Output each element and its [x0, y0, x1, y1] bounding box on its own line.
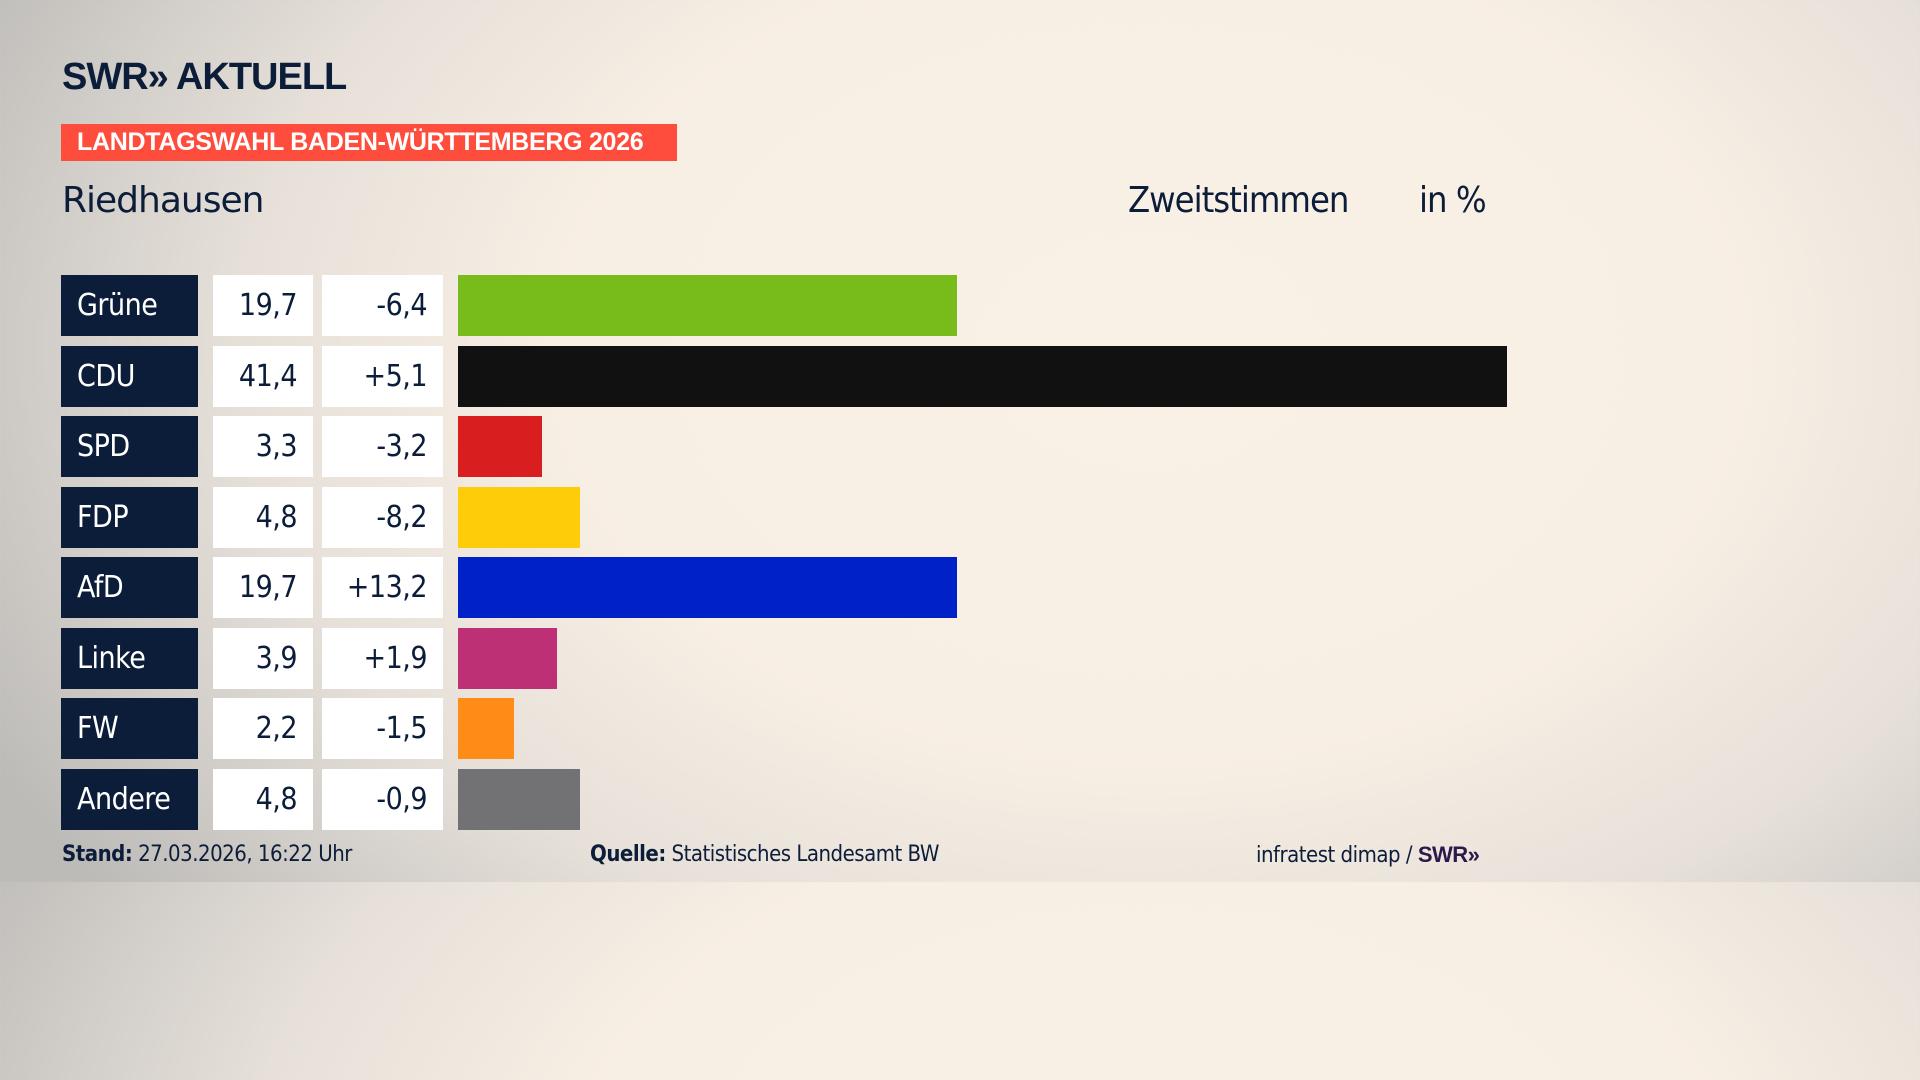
bar	[458, 627, 557, 689]
party-label: SPD	[61, 416, 198, 477]
swr-aktuell-logo: SWR» AKTUELL	[62, 56, 347, 98]
party-label: CDU	[61, 345, 198, 407]
change-label: -1,5	[322, 698, 443, 759]
credit-text: infratest dimap /	[1256, 843, 1413, 868]
value-label: 2,2	[213, 698, 313, 759]
value-label: 3,3	[213, 416, 313, 477]
metric-label: Zweitstimmen	[1128, 180, 1349, 221]
party-label: Andere	[61, 768, 198, 830]
credit: infratest dimap / SWR»	[1256, 842, 1480, 868]
value-label: 19,7	[213, 557, 313, 618]
value-label: 3,9	[213, 627, 313, 689]
swr-logo: SWR»	[1417, 842, 1480, 867]
location-title: Riedhausen	[62, 180, 264, 221]
change-label: +13,2	[322, 557, 443, 618]
change-label: +5,1	[322, 345, 443, 407]
party-label: FDP	[61, 486, 198, 548]
party-label: Grüne	[61, 275, 198, 336]
stand-value: 27.03.2026, 16:22 Uhr	[138, 842, 352, 867]
change-label: -8,2	[322, 486, 443, 548]
bar	[458, 557, 958, 618]
party-label: Linke	[61, 627, 198, 689]
bar	[458, 486, 580, 548]
election-banner: LANDTAGSWAHL BADEN-WÜRTTEMBERG 2026	[61, 124, 677, 161]
source-label: Quelle:	[590, 842, 666, 867]
bar	[458, 698, 514, 759]
change-label: +1,9	[322, 627, 443, 689]
stand-label: Stand:	[62, 842, 133, 867]
change-label: -3,2	[322, 416, 443, 477]
bar	[458, 345, 1507, 407]
change-label: -6,4	[322, 275, 443, 336]
change-label: -0,9	[322, 768, 443, 830]
bar	[458, 416, 542, 477]
value-label: 41,4	[213, 345, 313, 407]
bar	[458, 768, 580, 830]
value-label: 4,8	[213, 486, 313, 548]
source-value: Statistisches Landesamt BW	[671, 842, 940, 867]
unit-label: in %	[1419, 180, 1487, 221]
bar	[458, 275, 958, 336]
timestamp: Stand: 27.03.2026, 16:22 Uhr	[62, 842, 352, 867]
value-label: 19,7	[213, 275, 313, 336]
source: Quelle: Statistisches Landesamt BW	[590, 842, 939, 867]
party-label: AfD	[61, 557, 198, 618]
value-label: 4,8	[213, 768, 313, 830]
party-label: FW	[61, 698, 198, 759]
